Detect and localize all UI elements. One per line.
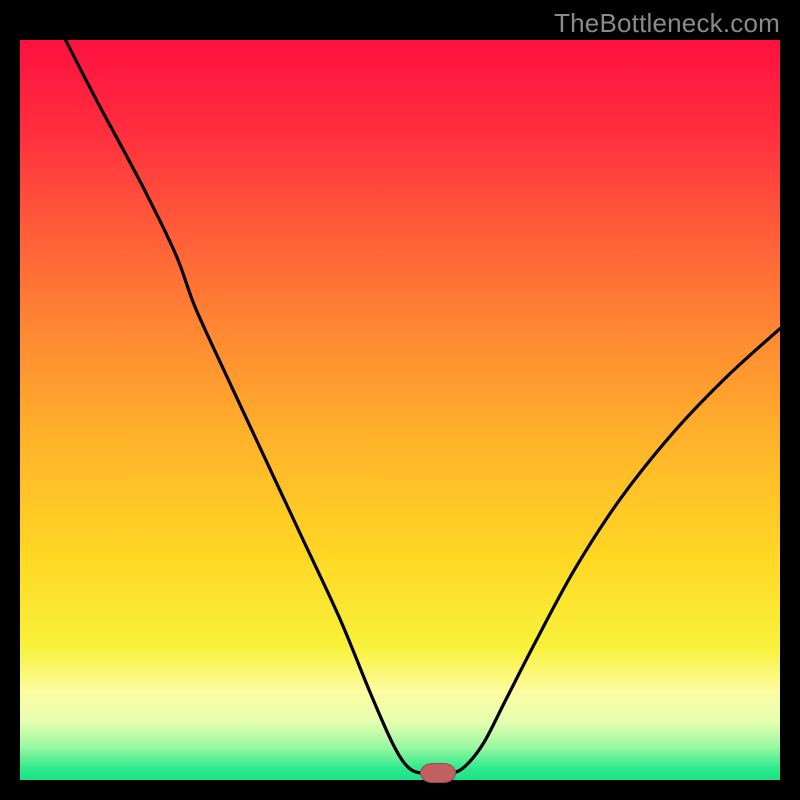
plot-area: [20, 40, 780, 780]
bottleneck-curve: [20, 40, 780, 780]
minimum-marker: [420, 763, 456, 783]
curve-path: [66, 40, 780, 774]
watermark-text: TheBottleneck.com: [554, 8, 780, 39]
chart-frame: TheBottleneck.com: [0, 0, 800, 800]
